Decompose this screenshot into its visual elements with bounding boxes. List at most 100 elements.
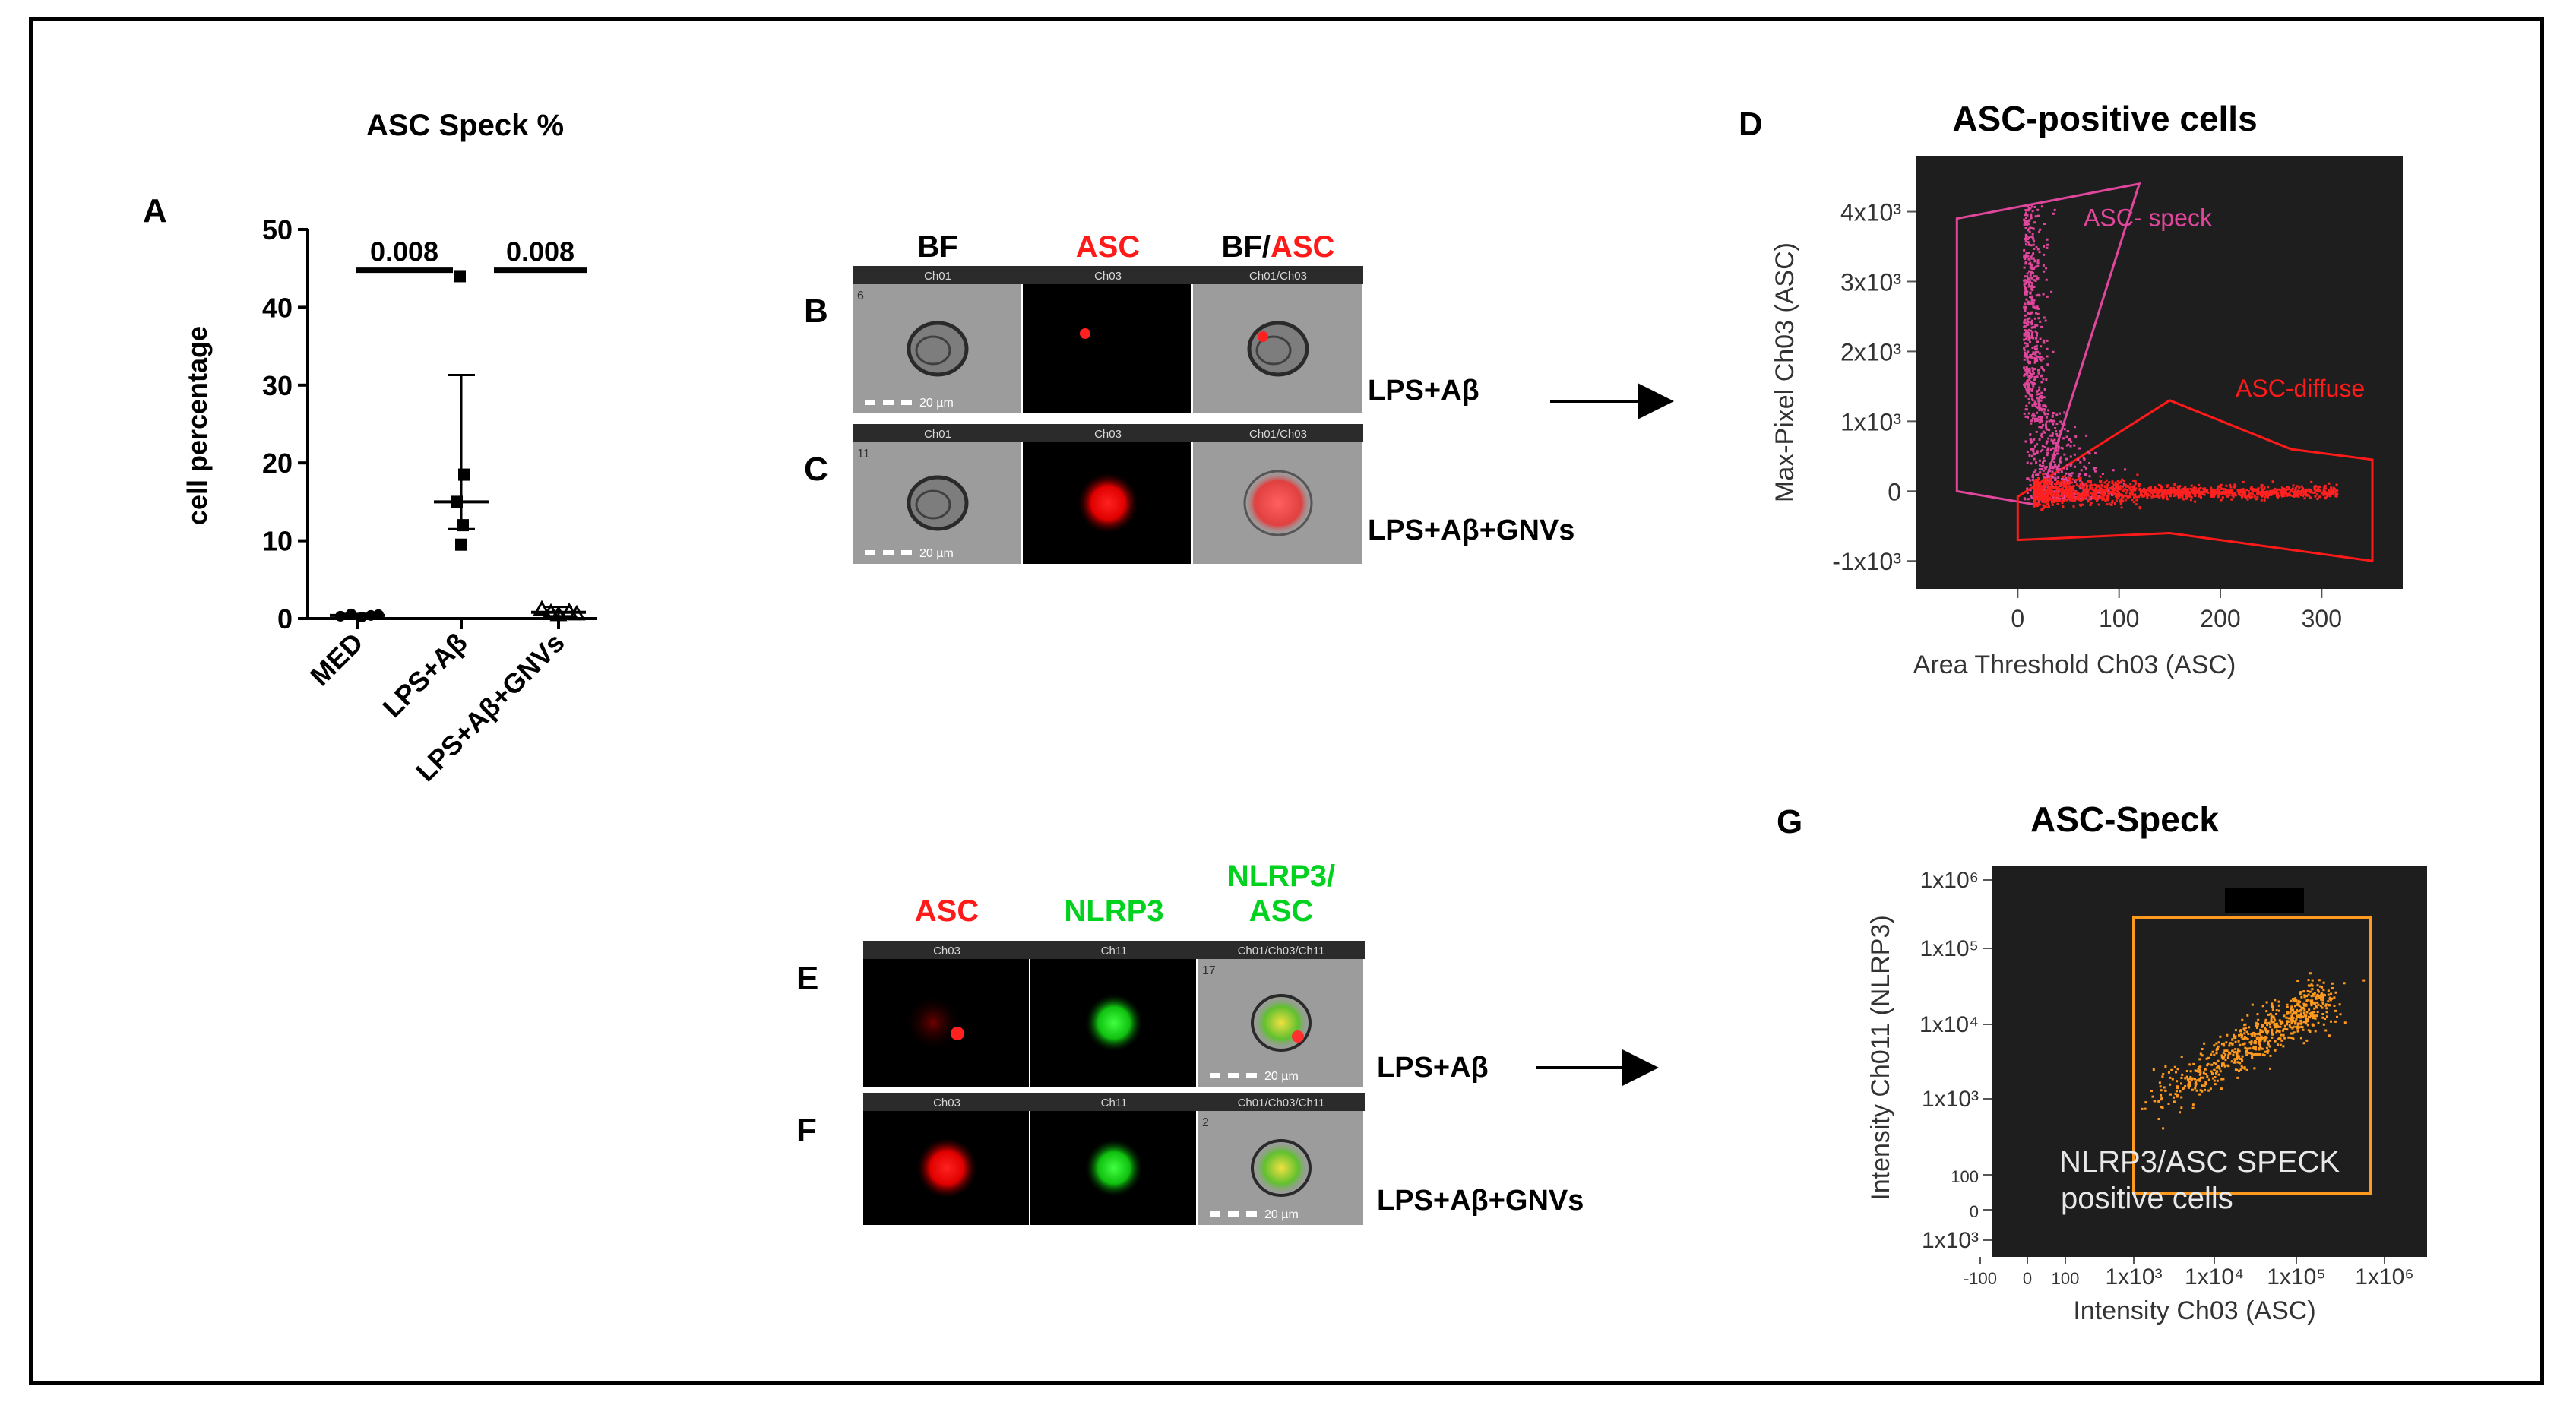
chart-a-point [533, 600, 551, 616]
micrograph-condition-label: LPS+Aβ+GNVs [1368, 514, 1574, 546]
chart-a-xtick-label: MED [304, 627, 369, 692]
chart-a-ytick-label: 30 [262, 370, 293, 401]
chart-d-title: ASC-positive cells [1952, 99, 2257, 138]
chart-a-xtick-label: LPS+Aβ [376, 627, 473, 723]
chart-a-point [356, 611, 367, 622]
chart-d-ylabel: Max-Pixel Ch03 (ASC) [1771, 242, 1799, 502]
micrograph-panel-letter: E [796, 960, 818, 997]
micrograph-column-header: BF/ASC [1222, 230, 1335, 264]
chart-a-point [346, 608, 356, 619]
chart-a-point [457, 519, 469, 532]
chart-d-y-ticks: -1x10³ 0 1x10³ 2x10³ 3x10³ 4x10³ [1832, 199, 1916, 575]
chart-g-xtick-label: 0 [2023, 1269, 2032, 1288]
micrograph-channel-strip [853, 266, 1363, 284]
scale-bar-segment [883, 400, 894, 405]
chart-g-xtick-label: 1x10⁶ [2355, 1264, 2413, 1290]
chart-a-point [451, 495, 463, 508]
micrograph-channel-label: Ch03 [1094, 270, 1122, 283]
scale-bar-label: 20 µm [1264, 1208, 1299, 1221]
scale-bar-segment [1246, 1073, 1257, 1078]
chart-g-xtick-label: 1x10³ [2105, 1264, 2162, 1290]
micrograph-index: 6 [857, 290, 864, 302]
chart-g-events [2141, 972, 2366, 1130]
chart-a-point [373, 609, 384, 620]
micrograph-channel-strip [863, 941, 1365, 959]
micrograph-header-part: NLRP3 [1064, 894, 1163, 928]
micrograph-condition-label: LPS+Aβ [1377, 1052, 1489, 1084]
scale-bar-segment [865, 550, 875, 555]
chart-g-y-ticks: 1x10³ 0 100 1x10³ 1x10⁴ 1x10⁵ 1x10⁶ [1919, 868, 1992, 1253]
micrograph-header-part: BF [917, 230, 957, 264]
chart-a-pvalue: 0.008 [506, 236, 574, 267]
micrograph-column-header: ASC [1076, 230, 1140, 264]
panel-label-d: D [1739, 106, 1763, 143]
micrograph-channel-label: Ch03 [933, 1097, 960, 1109]
chart-a-points [330, 270, 586, 622]
chart-d-diffuse-events [2033, 473, 2339, 511]
micrograph-channel-label: Ch11 [1101, 1097, 1128, 1109]
scale-bar-segment [883, 550, 894, 555]
chart-d-gate-outline [2016, 399, 2374, 562]
chart-g-ytick-label: 1x10⁵ [1920, 936, 1979, 961]
nlrp3-cell [1085, 994, 1143, 1052]
asc-faint-cell [906, 995, 960, 1050]
scale-bar-segment [901, 550, 912, 555]
micrograph-channel-label: Ch01/Ch03/Ch11 [1238, 1097, 1325, 1109]
scale-bar-segment [1210, 1211, 1220, 1217]
chart-g-title: ASC-Speck [2030, 799, 2219, 839]
chart-a-ytick-label: 10 [262, 526, 293, 557]
micrograph-index: 11 [857, 448, 870, 461]
scale-bar-segment [901, 400, 912, 405]
scale-bar-segment [1228, 1211, 1239, 1217]
chart-g-x-ticks: -100 0 100 1x10³ 1x10⁴ 1x10⁵ 1x10⁶ [1964, 1257, 2414, 1290]
micrograph-channel-label: Ch01 [924, 428, 951, 441]
nlrp3-cell [1085, 1139, 1143, 1197]
micrograph-panel-letter: B [804, 293, 828, 330]
bf-cell-nucleus [915, 489, 951, 520]
micrograph-condition-label: LPS+Aβ+GNVs [1377, 1185, 1584, 1217]
micrograph-header-part: NLRP3/ [1227, 859, 1335, 893]
asc-diffuse-cell [916, 1138, 977, 1198]
chart-g-ytick-label: 1x10⁶ [1920, 868, 1979, 893]
chart-d-xtick-label: 300 [2302, 605, 2342, 632]
chart-a-point [335, 610, 346, 622]
micrograph-column-header: ASC [915, 894, 979, 928]
micrograph-panel-letter: F [796, 1112, 817, 1149]
micrograph-header-part: ASC [1076, 230, 1140, 264]
micrograph-header-part: ASC [1249, 894, 1313, 928]
micrograph-channel-label: Ch01/Ch03/Ch11 [1238, 945, 1325, 957]
chart-d-ytick-label: 1x10³ [1840, 408, 1901, 435]
scale-bar-label: 20 µm [919, 397, 954, 410]
micrograph-channel-strip [853, 424, 1363, 442]
micrograph-header-part: ASC [915, 894, 979, 928]
micrograph-channel-label: Ch01/Ch03 [1249, 428, 1307, 441]
chart-a-point [549, 605, 568, 622]
micrograph-column-header: NLRP3/ [1227, 859, 1335, 893]
scale-bar-segment [865, 400, 875, 405]
chart-g-xlabel: Intensity Ch03 (ASC) [2073, 1296, 2315, 1325]
chart-a-point [568, 604, 586, 621]
micrograph-index: 2 [1202, 1116, 1209, 1129]
chart-g-events-path [2141, 972, 2366, 1130]
merge-cell [1243, 470, 1313, 536]
chart-g-ytick-label: 1x10⁴ [1919, 1012, 1979, 1037]
micrograph-tile [1023, 284, 1191, 413]
chart-d-gate-label: ASC- speck [2084, 204, 2213, 232]
chart-g-xtick-label: 1x10⁴ [2185, 1264, 2244, 1290]
bf-cell-nucleus [915, 335, 951, 366]
panel-label-g: G [1777, 803, 1802, 840]
panel-label-a: A [143, 192, 167, 229]
scale-bar-segment [1210, 1073, 1220, 1078]
chart-d-xtick-label: 100 [2099, 605, 2139, 632]
micrograph-grid-top: BF ASC BF/ASC Ch01 Ch03 Ch01/Ch03 6 20 µm B LPS+A… [804, 230, 1574, 564]
micrograph-column-header: BF [917, 230, 957, 264]
micrograph-channel-label: Ch03 [1094, 428, 1122, 441]
chart-d-xtick-label: 0 [2011, 605, 2024, 632]
chart-g-gate-label-line1: NLRP3/ASC SPECK [2059, 1145, 2340, 1179]
chart-a-significance: 0.008 0.008 [356, 236, 587, 274]
chart-d-plot-area [1916, 156, 2403, 589]
chart-d-ytick-label: 4x10³ [1840, 199, 1901, 226]
micrograph-grid-bottom: ASC NLRP3 NLRP3/ASC Ch03 Ch11 Ch01/Ch03/Ch11 1… [796, 859, 1584, 1225]
chart-d-speck-events [2023, 204, 2157, 501]
